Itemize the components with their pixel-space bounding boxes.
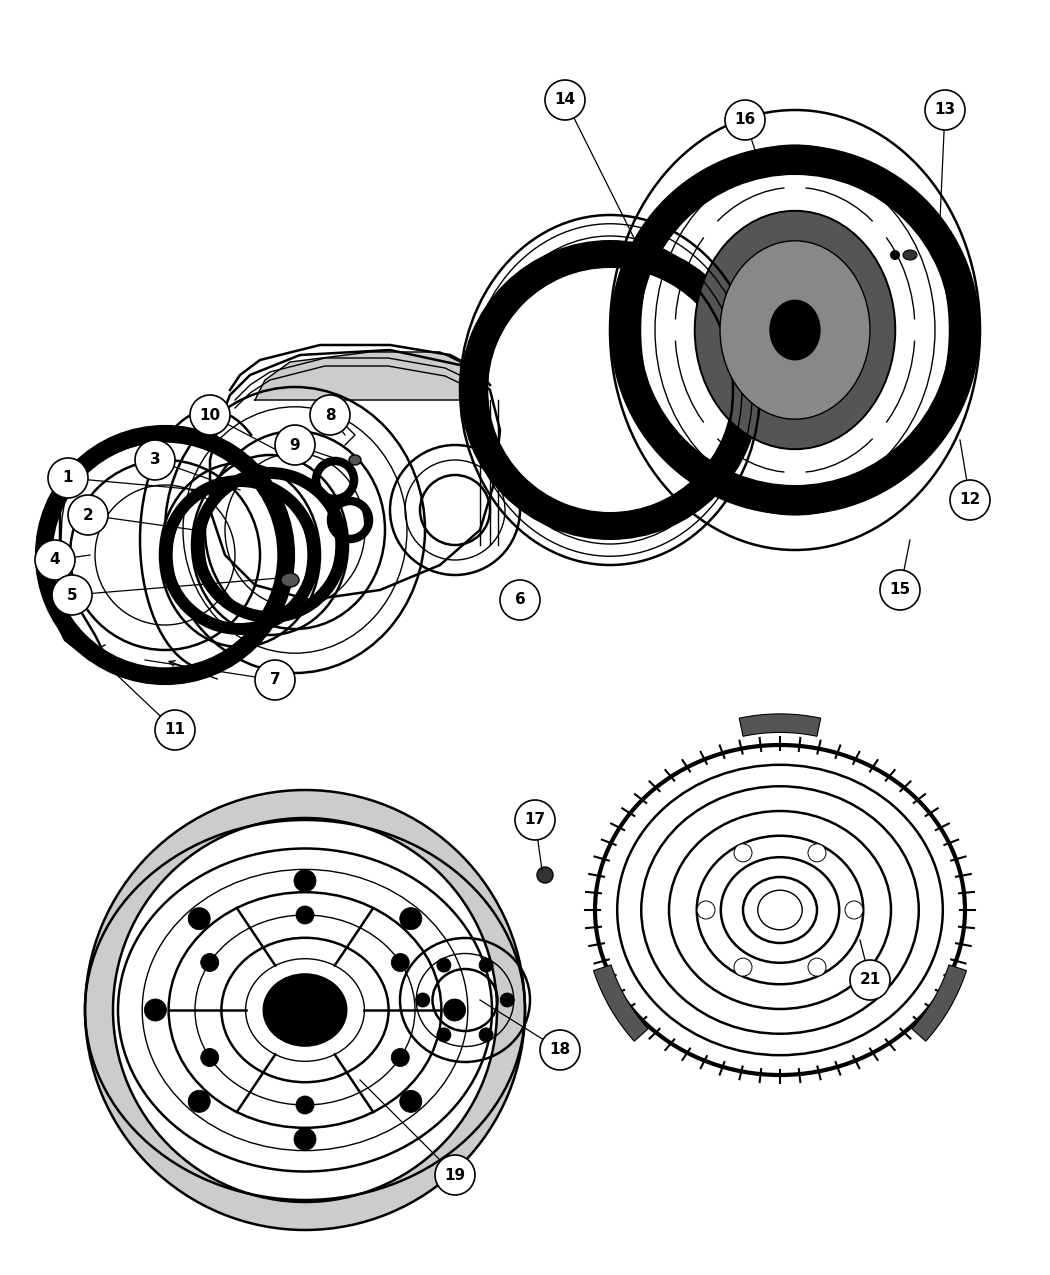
Circle shape <box>545 80 585 120</box>
Circle shape <box>518 593 532 607</box>
Text: 10: 10 <box>200 408 220 422</box>
Circle shape <box>416 993 429 1007</box>
Ellipse shape <box>770 301 820 360</box>
Text: 4: 4 <box>49 552 60 567</box>
Circle shape <box>48 458 88 499</box>
Circle shape <box>950 479 990 520</box>
Ellipse shape <box>264 974 346 1046</box>
Wedge shape <box>460 240 760 541</box>
Circle shape <box>880 570 920 609</box>
Circle shape <box>479 958 493 972</box>
Circle shape <box>400 1090 422 1112</box>
Circle shape <box>540 1030 580 1070</box>
Circle shape <box>925 91 965 130</box>
Circle shape <box>479 1028 493 1042</box>
Text: 18: 18 <box>549 1043 570 1057</box>
Circle shape <box>400 908 422 929</box>
Wedge shape <box>328 499 372 542</box>
Circle shape <box>155 710 195 750</box>
Ellipse shape <box>758 890 802 929</box>
Wedge shape <box>313 458 357 502</box>
Circle shape <box>392 954 410 972</box>
Circle shape <box>537 867 553 884</box>
Text: 14: 14 <box>554 93 575 107</box>
Circle shape <box>869 219 889 240</box>
Ellipse shape <box>720 241 870 419</box>
Circle shape <box>392 1048 410 1066</box>
Text: 9: 9 <box>290 437 300 453</box>
Ellipse shape <box>349 455 361 465</box>
Wedge shape <box>37 427 293 683</box>
Wedge shape <box>739 714 821 736</box>
Circle shape <box>188 1090 210 1112</box>
Circle shape <box>500 580 540 620</box>
Circle shape <box>890 250 900 260</box>
Wedge shape <box>610 145 980 515</box>
Circle shape <box>500 993 514 1007</box>
Circle shape <box>514 799 555 840</box>
Text: 11: 11 <box>165 723 186 737</box>
Text: 21: 21 <box>859 973 881 988</box>
Text: 6: 6 <box>514 593 525 607</box>
Circle shape <box>700 219 720 240</box>
Text: 12: 12 <box>960 492 981 507</box>
Wedge shape <box>912 965 966 1042</box>
Circle shape <box>135 440 175 479</box>
Wedge shape <box>593 965 648 1042</box>
Text: 15: 15 <box>889 583 910 598</box>
Circle shape <box>697 901 715 919</box>
Circle shape <box>275 425 315 465</box>
Circle shape <box>35 541 75 580</box>
Circle shape <box>808 958 826 977</box>
Circle shape <box>443 1000 465 1021</box>
Text: 3: 3 <box>150 453 161 468</box>
Wedge shape <box>85 790 525 1230</box>
Circle shape <box>294 870 316 891</box>
Circle shape <box>201 1048 218 1066</box>
Circle shape <box>700 421 720 441</box>
Ellipse shape <box>695 212 895 449</box>
Circle shape <box>437 1028 450 1042</box>
Circle shape <box>785 463 805 483</box>
Circle shape <box>145 1000 166 1021</box>
Circle shape <box>296 907 314 924</box>
Circle shape <box>850 960 890 1000</box>
Circle shape <box>68 495 108 536</box>
Circle shape <box>724 99 765 140</box>
Wedge shape <box>192 467 348 623</box>
Circle shape <box>734 958 752 977</box>
Text: 19: 19 <box>444 1168 465 1182</box>
Ellipse shape <box>281 572 299 586</box>
Circle shape <box>296 1096 314 1114</box>
Circle shape <box>734 844 752 862</box>
Circle shape <box>869 421 889 441</box>
Circle shape <box>255 660 295 700</box>
Text: 2: 2 <box>83 507 93 523</box>
Text: 1: 1 <box>63 470 74 486</box>
Circle shape <box>190 395 230 435</box>
Circle shape <box>785 177 805 198</box>
Circle shape <box>808 844 826 862</box>
Ellipse shape <box>903 250 917 260</box>
Circle shape <box>435 1155 475 1195</box>
Text: 5: 5 <box>67 588 78 603</box>
Circle shape <box>845 901 863 919</box>
Circle shape <box>52 575 92 615</box>
Wedge shape <box>160 476 320 635</box>
Circle shape <box>665 320 685 340</box>
Circle shape <box>310 395 350 435</box>
Circle shape <box>188 908 210 929</box>
Circle shape <box>905 320 925 340</box>
Text: 7: 7 <box>270 672 280 687</box>
Text: 16: 16 <box>734 112 756 128</box>
Text: 17: 17 <box>524 812 546 827</box>
Text: 13: 13 <box>934 102 956 117</box>
Circle shape <box>201 954 218 972</box>
Circle shape <box>437 958 450 972</box>
Circle shape <box>294 1128 316 1150</box>
Polygon shape <box>255 352 470 400</box>
Text: 8: 8 <box>324 408 335 422</box>
